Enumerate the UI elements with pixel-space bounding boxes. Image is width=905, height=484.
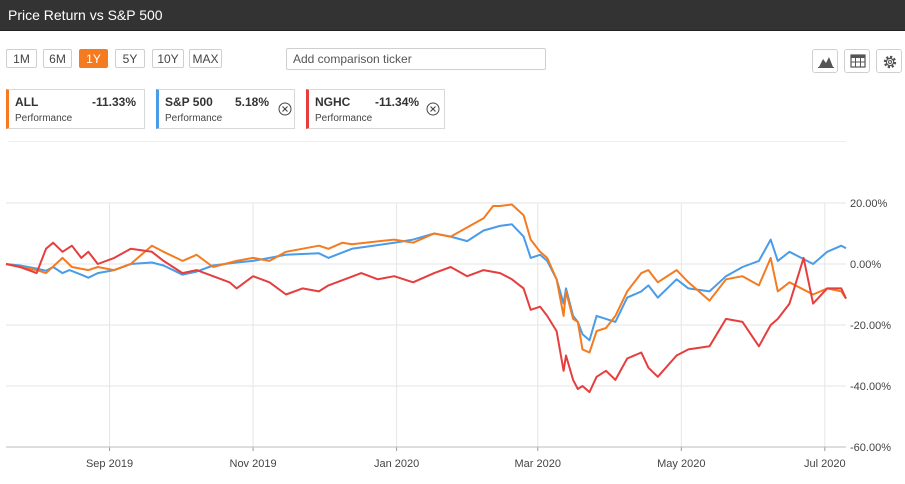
series-line-s-p-500 [5,223,847,342]
x-tick-label: Nov 2019 [230,458,277,470]
series-layer [5,203,847,394]
legend-card-sp500[interactable]: S&P 500 5.18% Performance [156,89,295,129]
legend-card-subtitle: Performance [15,113,73,124]
series-line-all [5,203,847,354]
x-tick-label: Jan 2020 [374,458,419,470]
legend-card-subtitle: Performance [315,113,373,124]
series-line-nghc [5,241,847,394]
mountain-chart-button[interactable] [812,49,838,73]
legend-card-symbol: S&P 500 [165,95,213,109]
y-tick-label: -40.00% [850,381,891,393]
legend-card-value: -11.34% [375,95,420,109]
y-tick-label: 20.00% [850,198,888,210]
legend-card-value: -11.33% [91,95,136,109]
settings-button[interactable] [876,49,902,73]
grid-layer [6,202,846,448]
range-1y-button[interactable]: 1Y [79,49,108,68]
price-return-chart: 20.00% 0.00% -20.00% -40.00% -60.00% Sep 2019… [5,198,891,470]
axis-layer: 20.00% 0.00% -20.00% -40.00% -60.00% Sep 2019… [6,198,891,470]
legend-card-nghc[interactable]: NGHC -11.34% Performance [306,89,445,129]
x-tick-label: Sep 2019 [86,458,133,470]
y-tick-label: 0.00% [850,259,881,271]
mountain-chart-icon [818,57,834,68]
gear-icon [883,55,897,69]
range-1m-button[interactable]: 1M [6,49,37,68]
comparison-ticker-input[interactable] [286,48,546,70]
legend-card-value: 5.18% [235,95,270,109]
page-title: Price Return vs S&P 500 [8,7,163,23]
x-tick-label: May 2020 [657,458,705,470]
remove-nghc-icon[interactable] [426,102,440,116]
range-max-button[interactable]: MAX [189,49,222,68]
legend-card-symbol: NGHC [315,95,351,109]
x-tick-label: Mar 2020 [515,458,561,470]
chart-title-bar: Price Return vs S&P 500 [0,0,905,31]
legend-card-all[interactable]: ALL -11.33% Performance [6,89,145,129]
y-tick-label: -60.00% [850,442,891,454]
remove-sp500-icon[interactable] [278,102,292,116]
range-10y-button[interactable]: 10Y [152,49,184,68]
range-6m-button[interactable]: 6M [43,49,72,68]
legend-card-symbol: ALL [15,95,39,109]
table-view-button[interactable] [844,49,870,73]
legend-card-subtitle: Performance [165,113,223,124]
range-5y-button[interactable]: 5Y [115,49,145,68]
y-tick-label: -20.00% [850,320,891,332]
x-tick-label: Jul 2020 [804,458,846,470]
chart-divider [8,141,846,142]
table-icon [850,54,866,68]
